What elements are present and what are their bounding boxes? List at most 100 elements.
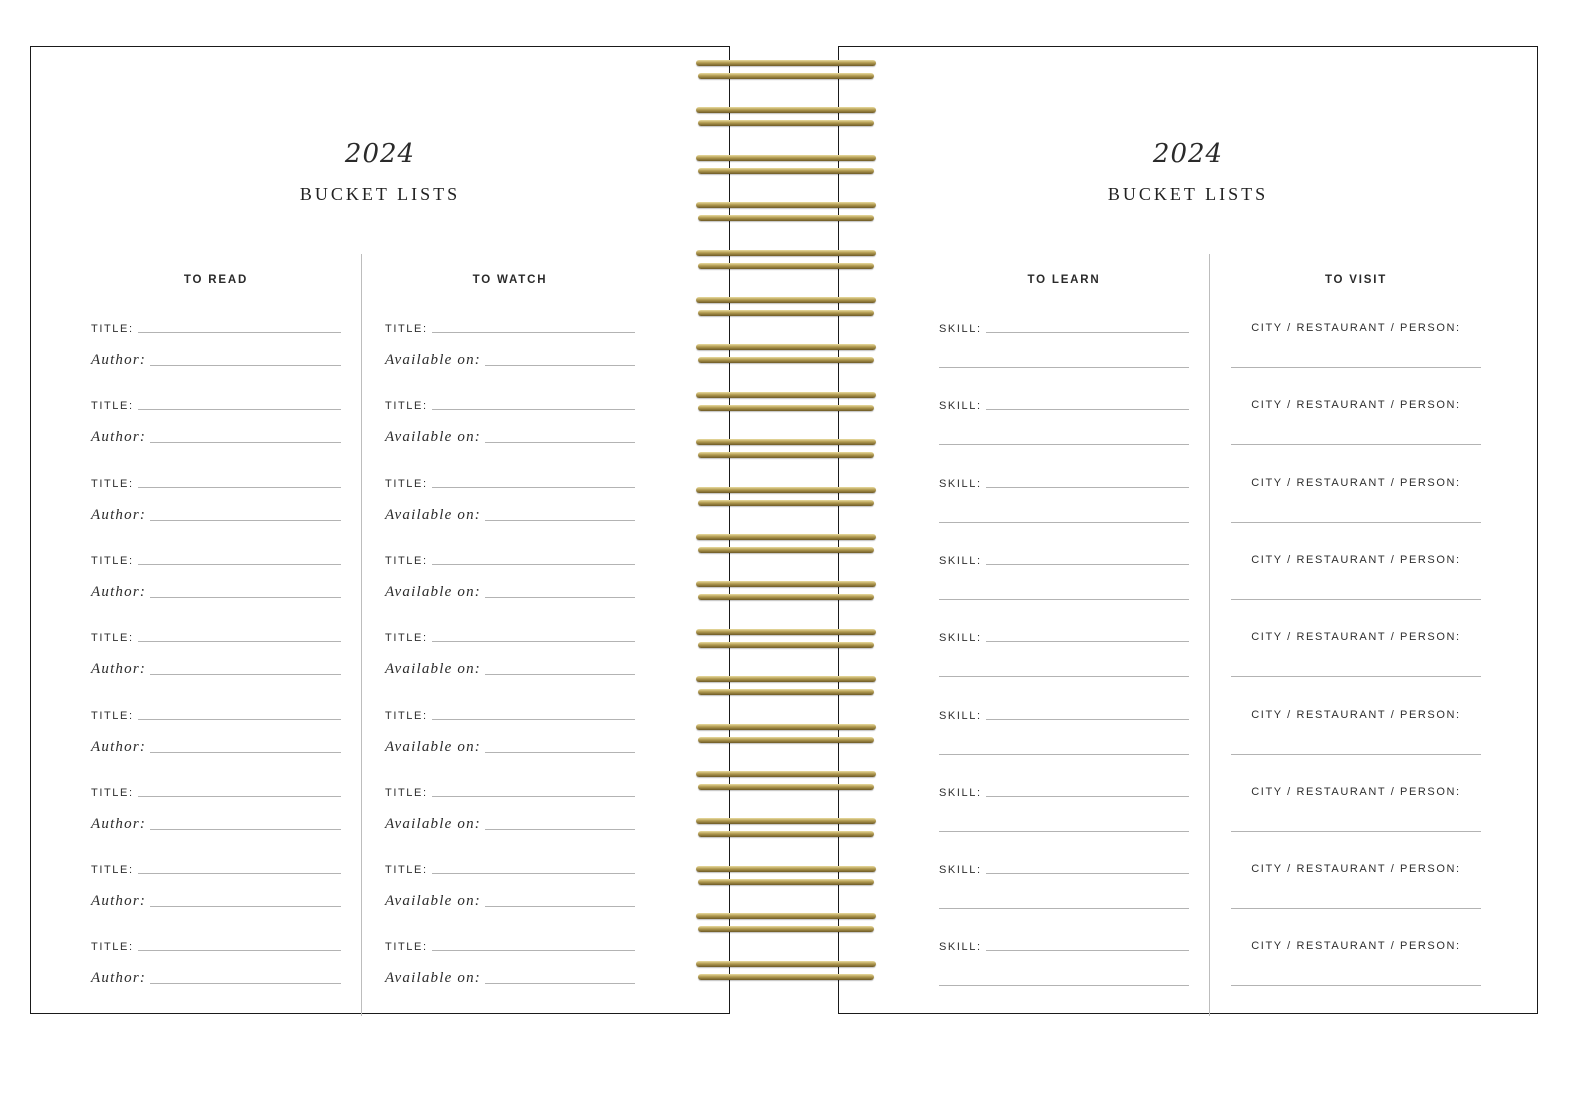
blank-line[interactable] bbox=[1231, 661, 1481, 678]
write-line[interactable] bbox=[939, 598, 1189, 600]
write-line[interactable] bbox=[431, 332, 635, 333]
title-line[interactable]: TITLE: bbox=[385, 319, 635, 335]
title-line[interactable]: TITLE: bbox=[385, 860, 635, 876]
detail-line[interactable]: Available on: bbox=[385, 661, 635, 677]
blank-line[interactable] bbox=[939, 507, 1189, 523]
write-line[interactable] bbox=[939, 985, 1189, 987]
write-line[interactable] bbox=[1231, 367, 1481, 368]
blank-line[interactable] bbox=[939, 739, 1189, 755]
write-line[interactable] bbox=[137, 409, 341, 411]
write-line[interactable] bbox=[137, 641, 341, 643]
blank-line[interactable] bbox=[939, 429, 1189, 446]
write-line[interactable] bbox=[150, 983, 341, 985]
blank-line[interactable] bbox=[1231, 429, 1481, 446]
write-line[interactable] bbox=[137, 795, 341, 797]
title-line[interactable]: TITLE: bbox=[91, 396, 341, 412]
blank-line[interactable] bbox=[939, 661, 1189, 678]
blank-line[interactable] bbox=[939, 970, 1189, 987]
blank-line[interactable] bbox=[939, 352, 1189, 368]
write-line[interactable] bbox=[939, 753, 1189, 755]
title-line[interactable]: TITLE: bbox=[385, 783, 635, 799]
blank-line[interactable] bbox=[1231, 970, 1481, 987]
title-line[interactable]: TITLE: bbox=[91, 474, 341, 490]
write-line[interactable] bbox=[1231, 985, 1481, 987]
write-line[interactable] bbox=[985, 486, 1189, 488]
write-line[interactable] bbox=[985, 718, 1189, 720]
detail-line[interactable]: Author: bbox=[91, 584, 341, 600]
write-line[interactable] bbox=[431, 563, 635, 565]
write-line[interactable] bbox=[431, 409, 635, 411]
detail-line[interactable]: Author: bbox=[91, 893, 341, 909]
blank-line[interactable] bbox=[1231, 739, 1481, 755]
detail-line[interactable]: Author: bbox=[91, 429, 341, 445]
write-line[interactable] bbox=[431, 873, 635, 875]
detail-line[interactable]: Author: bbox=[91, 661, 341, 677]
title-line[interactable]: TITLE: bbox=[91, 706, 341, 722]
detail-line[interactable]: Available on: bbox=[385, 816, 635, 832]
write-line[interactable] bbox=[431, 795, 635, 797]
title-line[interactable]: TITLE: bbox=[91, 551, 341, 567]
skill-line[interactable]: SKILL: bbox=[939, 474, 1189, 490]
detail-line[interactable]: Available on: bbox=[385, 429, 635, 445]
skill-line[interactable]: SKILL: bbox=[939, 628, 1189, 644]
write-line[interactable] bbox=[137, 563, 341, 565]
detail-line[interactable]: Author: bbox=[91, 739, 341, 755]
title-line[interactable]: TITLE: bbox=[385, 396, 635, 412]
detail-line[interactable]: Available on: bbox=[385, 970, 635, 986]
write-line[interactable] bbox=[137, 718, 341, 720]
write-line[interactable] bbox=[985, 409, 1189, 411]
write-line[interactable] bbox=[431, 486, 635, 488]
write-line[interactable] bbox=[939, 830, 1189, 832]
blank-line[interactable] bbox=[939, 584, 1189, 600]
title-line[interactable]: TITLE: bbox=[91, 937, 341, 953]
write-line[interactable] bbox=[939, 444, 1189, 446]
write-line[interactable] bbox=[939, 908, 1189, 910]
write-line[interactable] bbox=[150, 674, 341, 676]
title-line[interactable]: TITLE: bbox=[91, 319, 341, 335]
blank-line[interactable] bbox=[939, 893, 1189, 910]
write-line[interactable] bbox=[1231, 676, 1481, 678]
skill-line[interactable]: SKILL: bbox=[939, 706, 1189, 722]
skill-line[interactable]: SKILL: bbox=[939, 551, 1189, 567]
skill-line[interactable]: SKILL: bbox=[939, 319, 1189, 335]
detail-line[interactable]: Author: bbox=[91, 507, 341, 523]
write-line[interactable] bbox=[939, 676, 1189, 678]
write-line[interactable] bbox=[1231, 908, 1481, 910]
title-line[interactable]: TITLE: bbox=[385, 628, 635, 644]
blank-line[interactable] bbox=[939, 816, 1189, 832]
write-line[interactable] bbox=[939, 367, 1189, 368]
blank-line[interactable] bbox=[1231, 816, 1481, 832]
detail-line[interactable]: Available on: bbox=[385, 507, 635, 523]
write-line[interactable] bbox=[150, 828, 341, 830]
detail-line[interactable]: Available on: bbox=[385, 739, 635, 755]
write-line[interactable] bbox=[137, 332, 341, 333]
write-line[interactable] bbox=[150, 519, 341, 521]
write-line[interactable] bbox=[485, 906, 635, 908]
write-line[interactable] bbox=[137, 950, 341, 952]
detail-line[interactable]: Available on: bbox=[385, 352, 635, 368]
detail-line[interactable]: Author: bbox=[91, 816, 341, 832]
write-line[interactable] bbox=[431, 950, 635, 952]
write-line[interactable] bbox=[431, 641, 635, 643]
write-line[interactable] bbox=[485, 828, 635, 830]
write-line[interactable] bbox=[485, 674, 635, 676]
skill-line[interactable]: SKILL: bbox=[939, 396, 1189, 412]
skill-line[interactable]: SKILL: bbox=[939, 860, 1189, 876]
write-line[interactable] bbox=[985, 563, 1189, 565]
write-line[interactable] bbox=[985, 332, 1189, 333]
write-line[interactable] bbox=[150, 442, 341, 444]
title-line[interactable]: TITLE: bbox=[385, 706, 635, 722]
write-line[interactable] bbox=[985, 641, 1189, 643]
title-line[interactable]: TITLE: bbox=[91, 783, 341, 799]
write-line[interactable] bbox=[485, 442, 635, 444]
write-line[interactable] bbox=[137, 873, 341, 875]
write-line[interactable] bbox=[150, 906, 341, 908]
blank-line[interactable] bbox=[1231, 584, 1481, 600]
write-line[interactable] bbox=[485, 365, 635, 366]
detail-line[interactable]: Available on: bbox=[385, 584, 635, 600]
write-line[interactable] bbox=[1231, 521, 1481, 523]
write-line[interactable] bbox=[150, 365, 341, 366]
title-line[interactable]: TITLE: bbox=[91, 860, 341, 876]
write-line[interactable] bbox=[485, 983, 635, 985]
write-line[interactable] bbox=[1231, 830, 1481, 832]
